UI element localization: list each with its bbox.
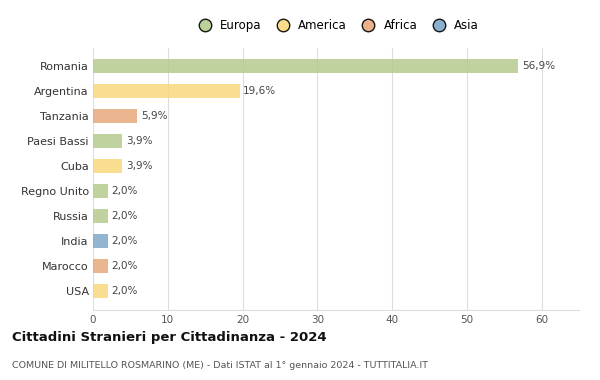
Bar <box>93 209 108 223</box>
Bar <box>93 134 122 148</box>
Text: 3,9%: 3,9% <box>126 161 152 171</box>
Text: 19,6%: 19,6% <box>243 86 277 96</box>
Bar <box>93 84 239 98</box>
Legend: Europa, America, Africa, Asia: Europa, America, Africa, Asia <box>191 17 481 35</box>
Bar <box>93 284 108 298</box>
Text: COMUNE DI MILITELLO ROSMARINO (ME) - Dati ISTAT al 1° gennaio 2024 - TUTTITALIA.: COMUNE DI MILITELLO ROSMARINO (ME) - Dat… <box>12 361 428 370</box>
Bar <box>93 109 137 123</box>
Bar <box>93 59 518 73</box>
Text: Cittadini Stranieri per Cittadinanza - 2024: Cittadini Stranieri per Cittadinanza - 2… <box>12 331 326 344</box>
Text: 5,9%: 5,9% <box>141 111 167 121</box>
Text: 2,0%: 2,0% <box>112 186 138 196</box>
Bar <box>93 184 108 198</box>
Text: 2,0%: 2,0% <box>112 261 138 271</box>
Text: 2,0%: 2,0% <box>112 211 138 221</box>
Bar <box>93 259 108 273</box>
Bar <box>93 159 122 173</box>
Text: 2,0%: 2,0% <box>112 236 138 246</box>
Text: 56,9%: 56,9% <box>522 61 556 71</box>
Bar <box>93 234 108 248</box>
Text: 3,9%: 3,9% <box>126 136 152 146</box>
Text: 2,0%: 2,0% <box>112 286 138 296</box>
